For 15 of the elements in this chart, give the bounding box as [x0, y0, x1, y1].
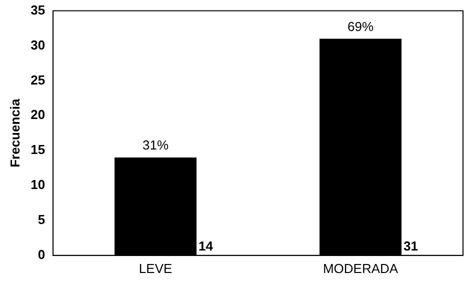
y-tick-label: 10	[30, 177, 46, 192]
annotation: 69%	[348, 18, 374, 34]
y-tick-label: 0	[38, 246, 46, 262]
x-tick-label: LEVE	[138, 260, 172, 276]
y-tick-label: 5	[38, 212, 46, 228]
data-label: 14	[198, 238, 214, 254]
y-tick-label: 15	[30, 142, 46, 158]
y-tick-label: 20	[30, 107, 46, 122]
data-label: 31	[404, 238, 418, 254]
y-tick-label: 30	[30, 37, 46, 52]
y-tick-label: 35	[30, 2, 46, 18]
y-tick-label: 25	[30, 72, 46, 88]
annotation: 31%	[142, 138, 169, 153]
y-axis-title: Frecuencia	[7, 98, 22, 168]
x-tick-label: MODERADA	[322, 260, 398, 276]
